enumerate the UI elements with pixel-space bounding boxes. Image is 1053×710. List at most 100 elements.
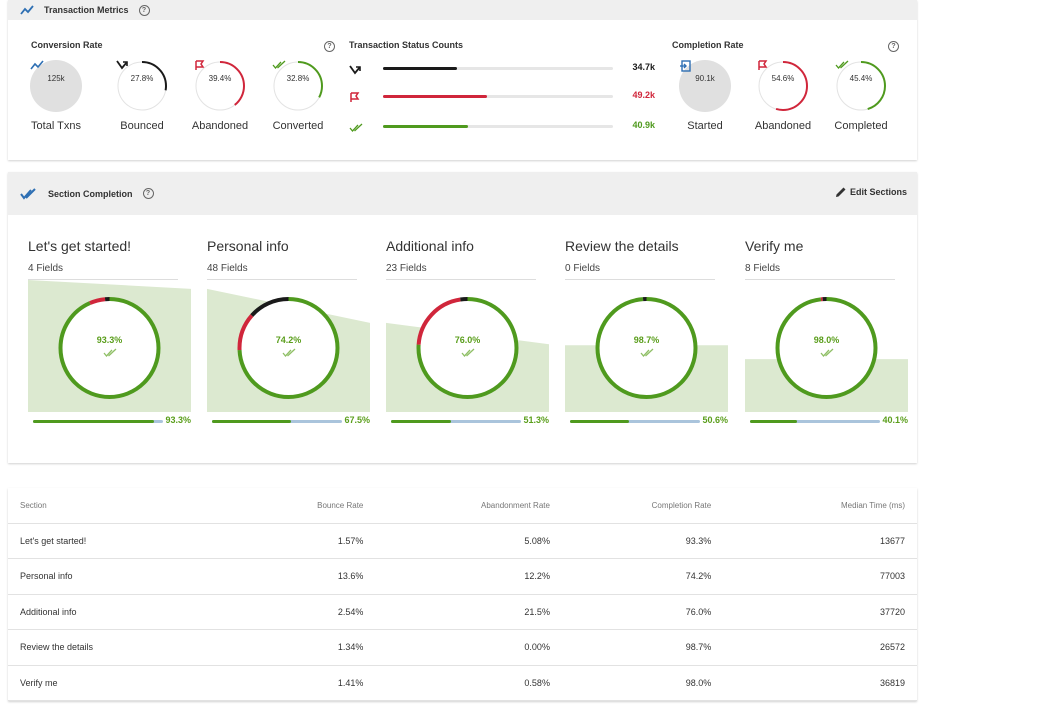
section-card[interactable]: Review the details 0 Fields 98.7% 50.6% xyxy=(565,238,728,438)
flag-icon xyxy=(349,90,360,108)
help-icon[interactable]: ? xyxy=(142,188,154,199)
edit-sections-button[interactable]: Edit Sections xyxy=(835,186,907,198)
cell-section: Personal info xyxy=(8,558,239,595)
metric-ring-total-txns: 125k Total Txns xyxy=(25,60,87,132)
divider xyxy=(28,279,178,280)
ring-chart: 90.1k xyxy=(679,60,731,112)
table-row[interactable]: Verify me 1.41% 0.58% 98.0% 36819 xyxy=(8,665,917,701)
metric-ring-converted: 32.8% Converted xyxy=(267,60,329,132)
cell-abandonment-rate: 12.2% xyxy=(363,558,550,595)
transaction-metrics-panel: Transaction Metrics ? Conversion Rate ? … xyxy=(8,0,917,160)
ring-label: Converted xyxy=(272,120,324,132)
double-check-icon xyxy=(282,348,295,357)
section-completion-value: 76.0% xyxy=(454,334,481,345)
section-progress-value: 93.3% xyxy=(165,415,191,425)
section-ring-center: 74.2% xyxy=(207,280,370,412)
help-icon[interactable]: ? xyxy=(324,41,335,52)
help-icon[interactable]: ? xyxy=(138,4,150,16)
header-median-time: Median Time (ms) xyxy=(711,488,917,524)
section-title: Let's get started! xyxy=(28,238,132,254)
cell-section: Additional info xyxy=(8,594,239,630)
cell-abandonment-rate: 0.00% xyxy=(363,629,550,666)
status-count-bar: 40.9k xyxy=(349,120,655,134)
double-check-icon xyxy=(349,120,363,138)
section-progress-fill xyxy=(33,420,154,423)
ring-value: 125k xyxy=(47,74,65,83)
section-ring-chart xyxy=(237,297,340,399)
section-card[interactable]: Let's get started! 4 Fields 93.3% 93.3% xyxy=(28,238,191,438)
section-completion-value: 98.0% xyxy=(813,334,840,345)
section-title: Personal info xyxy=(207,238,289,254)
edit-sections-label: Edit Sections xyxy=(849,187,907,197)
section-card[interactable]: Additional info 23 Fields 76.0% 51.3% xyxy=(386,238,549,438)
section-progress-fill xyxy=(212,420,291,423)
section-card[interactable]: Personal info 48 Fields 74.2% 67.5% xyxy=(207,238,370,438)
double-check-icon xyxy=(461,348,475,358)
section-progress-value: 51.3% xyxy=(523,415,549,425)
section-completion-header: Section Completion ? Edit Sections xyxy=(8,172,917,215)
double-check-icon xyxy=(20,187,36,200)
header-section: Section xyxy=(8,488,239,524)
trend-icon xyxy=(20,5,34,15)
section-card[interactable]: Verify me 8 Fields 98.0% 40.1% xyxy=(745,238,908,438)
status-bar-track xyxy=(383,67,613,70)
table-row[interactable]: Let's get started! 1.57% 5.08% 93.3% 13677 xyxy=(8,523,917,559)
cell-bounce-rate: 1.34% xyxy=(238,629,364,666)
section-progress-fill xyxy=(391,420,451,423)
ring-value: 54.6% xyxy=(771,74,795,83)
section-progress-fill xyxy=(750,420,797,423)
ring-value: 27.8% xyxy=(130,74,154,83)
table-row[interactable]: Review the details 1.34% 0.00% 98.7% 26572 xyxy=(8,629,917,666)
section-title: Review the details xyxy=(565,238,679,254)
metric-ring-abandoned: 54.6% Abandoned xyxy=(752,60,814,132)
ring-label: Bounced xyxy=(120,120,164,132)
transaction-metrics-title: Transaction Metrics xyxy=(44,5,129,15)
section-progress-fill xyxy=(570,420,629,423)
divider xyxy=(565,279,715,280)
double-check-icon xyxy=(640,348,654,358)
cell-abandonment-rate: 21.5% xyxy=(363,594,550,630)
double-check-icon xyxy=(103,348,116,357)
section-ring-chart xyxy=(58,297,161,399)
section-progress-bar xyxy=(750,420,880,423)
flag-icon xyxy=(195,60,205,70)
double-check-icon xyxy=(349,123,363,132)
cell-completion-rate: 74.2% xyxy=(549,558,712,595)
header-abandonment-rate: Abandonment Rate xyxy=(363,488,550,524)
cell-abandonment-rate: 5.08% xyxy=(363,523,550,559)
section-progress-bar xyxy=(33,420,163,423)
metric-ring-bounced: 27.8% Bounced xyxy=(111,60,173,132)
cell-completion-rate: 76.0% xyxy=(549,594,712,630)
section-progress-value: 67.5% xyxy=(344,415,370,425)
double-check-icon xyxy=(835,60,849,69)
table-row[interactable]: Additional info 2.54% 21.5% 76.0% 37720 xyxy=(8,594,917,630)
status-bar-track xyxy=(383,125,613,128)
ring-chart: 39.4% xyxy=(194,60,246,112)
section-fields: 48 Fields xyxy=(207,263,248,274)
completion-rate-title: Completion Rate xyxy=(672,40,744,50)
cell-completion-rate: 93.3% xyxy=(549,523,712,559)
cell-bounce-rate: 1.41% xyxy=(238,665,364,701)
section-progress-value: 40.1% xyxy=(882,415,908,425)
section-ring-center: 93.3% xyxy=(28,280,191,412)
table-header-row: Section Bounce Rate Abandonment Rate Com… xyxy=(8,488,917,524)
ring-chart: 32.8% xyxy=(272,60,324,112)
table-row[interactable]: Personal info 13.6% 12.2% 74.2% 77003 xyxy=(8,558,917,595)
section-ring-chart xyxy=(775,297,878,399)
divider xyxy=(207,279,357,280)
ring-label: Abandoned xyxy=(191,120,249,132)
section-progress-bar xyxy=(212,420,342,423)
cell-completion-rate: 98.0% xyxy=(549,665,712,701)
metric-ring-abandoned: 39.4% Abandoned xyxy=(189,60,251,132)
section-ring-center: 98.7% xyxy=(565,280,728,412)
cell-section: Verify me xyxy=(8,665,239,701)
section-completion-title: Section Completion xyxy=(48,188,133,199)
double-check-icon xyxy=(282,348,296,358)
trend-icon xyxy=(30,60,44,70)
double-check-icon xyxy=(820,348,834,358)
status-bar-fill xyxy=(383,67,457,70)
header-bounce-rate: Bounce Rate xyxy=(238,488,364,524)
help-icon[interactable]: ? xyxy=(888,41,899,52)
double-check-icon xyxy=(640,348,653,357)
section-fields: 23 Fields xyxy=(386,263,427,274)
